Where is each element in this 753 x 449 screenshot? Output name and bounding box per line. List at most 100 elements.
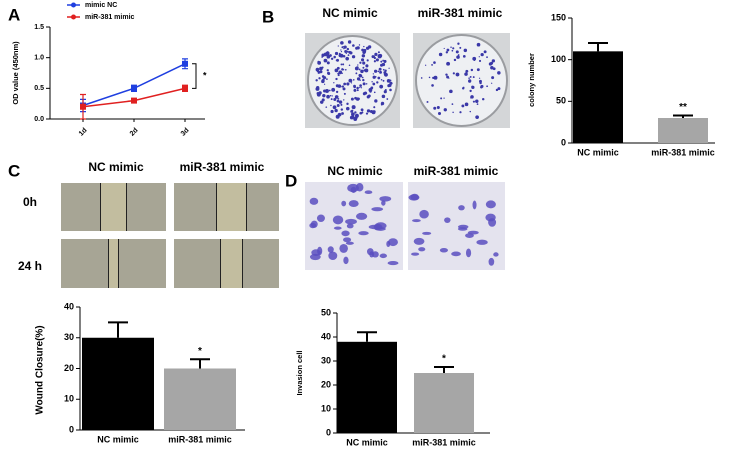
annotation: * xyxy=(442,354,446,365)
colony xyxy=(469,89,472,93)
x-tick-label: 3d xyxy=(180,127,191,138)
colony xyxy=(431,64,433,66)
colony xyxy=(486,85,489,88)
colony xyxy=(333,82,335,84)
colony xyxy=(471,85,474,89)
colony xyxy=(349,115,354,120)
colony xyxy=(472,76,475,78)
colony xyxy=(386,98,389,100)
colony xyxy=(347,54,350,57)
y-tick-label: 0 xyxy=(326,427,331,437)
colony xyxy=(476,68,480,72)
colony xyxy=(479,81,482,85)
colony xyxy=(341,112,344,115)
image-header: NC mimic xyxy=(88,160,144,174)
colony xyxy=(386,79,391,83)
colony xyxy=(322,78,325,81)
error-bar xyxy=(434,366,454,373)
colony xyxy=(389,88,392,92)
colony xyxy=(491,76,495,80)
colony xyxy=(491,59,495,63)
cell xyxy=(422,231,432,235)
colony xyxy=(338,52,341,55)
y-tick-label: 1.5 xyxy=(34,24,44,31)
colony xyxy=(348,64,351,67)
colony xyxy=(352,79,355,81)
legend-marker xyxy=(71,14,76,20)
colony xyxy=(480,52,484,57)
colony xyxy=(317,60,320,63)
colony xyxy=(342,63,345,66)
colony xyxy=(472,100,475,103)
cell xyxy=(379,196,392,202)
legend-marker xyxy=(71,2,76,8)
colony xyxy=(332,105,337,110)
colony xyxy=(452,111,454,114)
cell xyxy=(311,249,321,256)
wound-gap xyxy=(220,239,243,288)
error-bar xyxy=(357,331,377,342)
colony xyxy=(377,70,380,73)
colony xyxy=(337,84,342,88)
colony xyxy=(375,52,378,55)
cell xyxy=(343,237,352,243)
colony xyxy=(318,77,321,80)
colony xyxy=(359,79,361,81)
y-tick-label: 30 xyxy=(64,332,74,342)
colony xyxy=(363,48,367,52)
colony xyxy=(372,75,376,79)
colony xyxy=(453,58,457,62)
colony xyxy=(365,64,369,68)
colony xyxy=(437,112,442,116)
x-tick-label: 1d xyxy=(78,127,89,138)
bar xyxy=(658,118,708,143)
colony xyxy=(343,47,345,50)
significance-bracket xyxy=(192,63,197,89)
image-header: miR-381 mimic xyxy=(414,164,499,178)
panel-label: B xyxy=(262,7,274,26)
wound-gap xyxy=(100,183,127,231)
colony xyxy=(337,112,342,117)
bar xyxy=(337,341,397,433)
colony xyxy=(326,69,329,72)
colony xyxy=(438,52,443,57)
y-tick-label: 20 xyxy=(64,363,74,373)
colony xyxy=(343,45,347,49)
colony xyxy=(495,88,499,92)
colony xyxy=(372,82,376,86)
colony xyxy=(373,91,376,94)
colony xyxy=(336,104,340,107)
colony xyxy=(490,65,494,70)
colony xyxy=(480,85,483,89)
colony xyxy=(374,99,378,103)
colony xyxy=(452,72,455,75)
colony xyxy=(356,86,359,90)
cell xyxy=(350,186,357,193)
colony xyxy=(364,92,368,95)
colony xyxy=(340,41,344,45)
colony xyxy=(446,61,451,66)
colony xyxy=(337,74,340,77)
colony xyxy=(362,66,365,69)
colony xyxy=(355,72,358,75)
colony xyxy=(317,72,320,74)
colony xyxy=(381,94,386,99)
colony xyxy=(356,89,359,92)
colony xyxy=(357,64,359,66)
colony xyxy=(365,112,369,115)
colony xyxy=(335,77,338,81)
colony xyxy=(329,94,332,97)
colony xyxy=(462,54,466,58)
image-header: miR-381 mimic xyxy=(418,6,503,20)
colony xyxy=(355,46,359,50)
colony xyxy=(361,54,366,58)
cell xyxy=(476,239,488,245)
colony xyxy=(362,61,366,65)
colony xyxy=(373,60,376,63)
colony xyxy=(433,75,438,80)
x-tick-label: miR-381 mimic xyxy=(168,434,232,444)
colony xyxy=(344,50,348,54)
colony xyxy=(468,79,472,83)
cell xyxy=(412,219,421,223)
colony xyxy=(335,90,339,94)
